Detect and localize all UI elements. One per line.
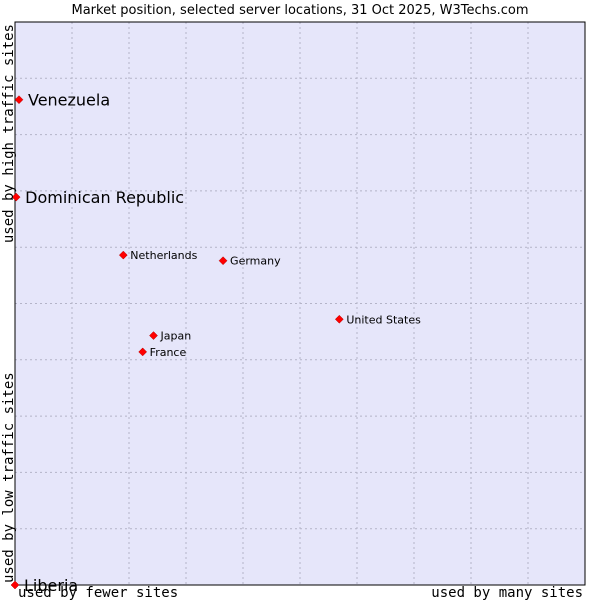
x-axis-label-left: used by fewer sites (18, 585, 178, 600)
data-point-france (138, 347, 148, 357)
data-point-netherlands (118, 250, 128, 260)
data-points (10, 95, 344, 590)
y-axis-label-bottom: used by low traffic sites (1, 372, 17, 583)
point-label-netherlands: Netherlands (130, 249, 197, 262)
x-axis-label-right: used by many sites (431, 585, 583, 600)
point-label-venezuela: Venezuela (28, 91, 110, 110)
point-label-dominican-republic: Dominican Republic (25, 188, 184, 207)
y-axis-label-top: used by high traffic sites (1, 24, 17, 243)
point-labels: Venezuela Dominican Republic Netherlands Ge… (24, 91, 421, 595)
point-label-france: France (150, 346, 187, 359)
data-point-united-states (334, 314, 344, 324)
chart-title: Market position, selected server locatio… (71, 3, 528, 18)
grid-lines (15, 22, 585, 585)
point-label-japan: Japan (160, 330, 192, 343)
point-label-united-states: United States (346, 313, 421, 326)
point-label-germany: Germany (230, 255, 281, 268)
data-point-venezuela (14, 95, 24, 105)
data-point-liberia (10, 580, 20, 590)
data-point-japan (149, 331, 158, 340)
data-point-dominican-republic (11, 192, 21, 202)
point-label-liberia: Liberia (24, 576, 78, 595)
plot-border (14, 21, 586, 586)
data-point-germany (218, 256, 228, 266)
